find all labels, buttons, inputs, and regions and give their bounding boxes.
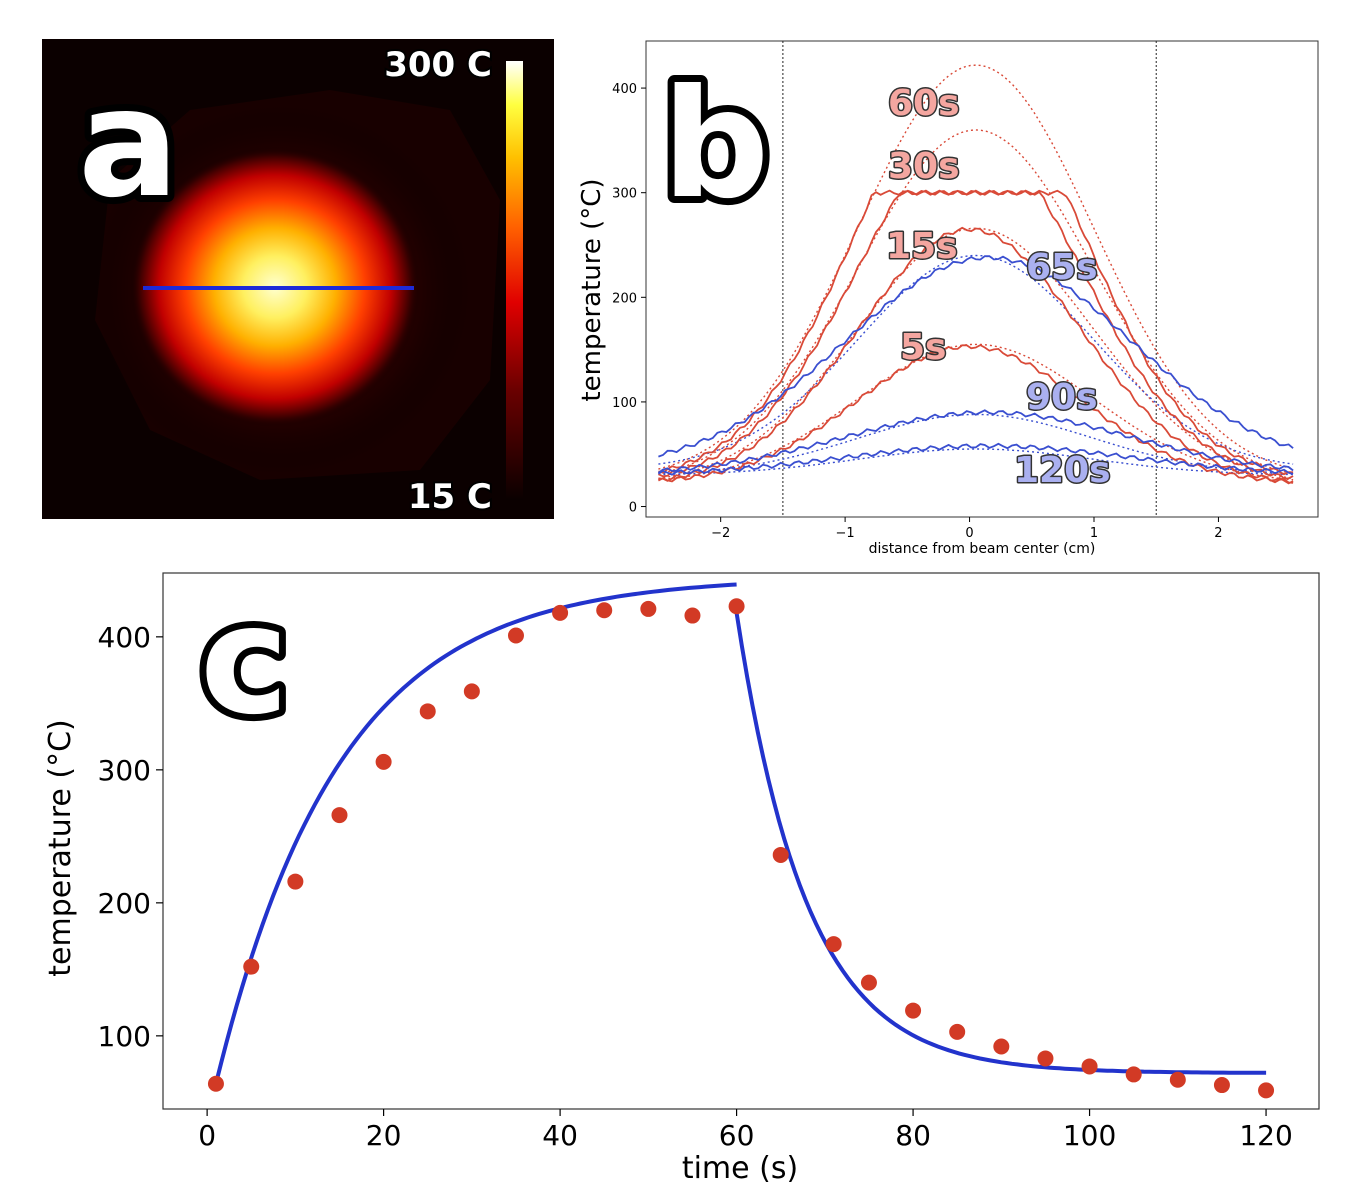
y-tick-label: 200 <box>98 887 151 920</box>
fit-curve-60s <box>658 64 1294 470</box>
data-point <box>331 807 348 824</box>
y-tick-label: 400 <box>612 82 637 97</box>
fit-curve-15s <box>658 227 1294 480</box>
data-point <box>507 627 524 644</box>
data-curve-60s <box>658 189 1294 476</box>
data-point <box>1213 1077 1230 1094</box>
data-curve-120s <box>657 442 1294 476</box>
data-point <box>1037 1050 1054 1067</box>
fit-curve-30s <box>658 129 1294 475</box>
heating-fit-line <box>213 582 737 1085</box>
data-point <box>287 873 304 890</box>
panel-b: −2 −1 0 1 2 0 100 200 300 400 60s 30s 15s 5s 65s 90s 12… <box>577 40 1319 557</box>
data-point <box>596 602 613 619</box>
data-curve-90s <box>657 409 1294 474</box>
panel-c: 0 20 40 60 80 100 120 100 200 300 400 time (s) tem… <box>43 567 1320 1186</box>
y-tick-label: 300 <box>612 187 637 202</box>
time-label-65s: 65s <box>1026 247 1098 288</box>
time-label-90s: 90s <box>1026 377 1098 418</box>
data-curve-15s <box>658 226 1294 485</box>
data-point <box>552 604 569 621</box>
data-point <box>825 936 842 953</box>
x-tick-label: 2 <box>1214 526 1222 541</box>
panel-c-plot-area <box>162 572 1320 1110</box>
data-point <box>1081 1058 1098 1075</box>
data-point <box>375 753 392 770</box>
fit-curve-5s <box>658 343 1294 481</box>
panel-c-points <box>207 598 1275 1099</box>
time-label-120s: 120s <box>1014 450 1111 491</box>
data-point <box>728 598 745 615</box>
y-tick-label: 100 <box>612 396 637 411</box>
data-point <box>207 1075 224 1092</box>
panel-c-ticks: 0 20 40 60 80 100 120 100 200 300 400 <box>98 621 1293 1152</box>
data-point <box>1169 1071 1186 1088</box>
x-tick-label: 60 <box>719 1119 755 1152</box>
time-label-5s: 5s <box>900 327 946 368</box>
x-tick-label: 20 <box>366 1119 402 1152</box>
y-tick-label: 200 <box>612 291 637 306</box>
x-tick-label: 1 <box>1090 526 1098 541</box>
panel-a: 300 C 15 C a <box>42 39 554 519</box>
time-label-15s: 15s <box>886 226 958 267</box>
data-point <box>949 1023 966 1040</box>
time-label-60s: 60s <box>888 83 960 124</box>
data-point <box>905 1002 922 1019</box>
data-point <box>772 846 789 863</box>
colorbar-min-label: 15 C <box>408 477 492 517</box>
panel-c-letter: c <box>200 574 289 748</box>
data-point <box>684 607 701 624</box>
data-curve-30s <box>658 189 1294 480</box>
x-tick-label: 100 <box>1063 1119 1116 1152</box>
data-point <box>860 974 877 991</box>
y-tick-label: 100 <box>98 1020 151 1053</box>
colorbar <box>506 61 523 500</box>
fit-curve-120s <box>658 448 1294 476</box>
panel-b-plot-area <box>645 40 1319 518</box>
x-tick-label: −2 <box>711 526 730 541</box>
data-point <box>640 600 657 617</box>
y-tick-label: 300 <box>98 754 151 787</box>
fit-curve-65s <box>658 254 1294 465</box>
panel-b-data-curves <box>657 189 1294 485</box>
x-tick-label: 40 <box>542 1119 578 1152</box>
panel-a-letter: a <box>78 57 179 231</box>
panel-b-time-labels: 60s 30s 15s 5s 65s 90s 120s <box>885 82 1113 493</box>
panel-b-x-axis-label: distance from beam center (cm) <box>869 541 1096 557</box>
x-tick-label: 0 <box>965 526 973 541</box>
panel-b-vlines <box>782 41 1157 517</box>
colorbar-max-label: 300 C <box>384 45 492 85</box>
data-point <box>463 683 480 700</box>
panel-c-y-axis-label: temperature (°C) <box>43 719 78 976</box>
panel-c-x-axis-label: time (s) <box>682 1151 798 1186</box>
data-point <box>419 703 436 720</box>
panel-b-y-axis-label: temperature (°C) <box>577 178 607 401</box>
panel-b-ticks: −2 −1 0 1 2 0 100 200 300 400 <box>612 82 1222 541</box>
panel-b-letter: b <box>662 58 769 232</box>
data-point <box>243 958 260 975</box>
x-tick-label: −1 <box>836 526 855 541</box>
data-point <box>1125 1066 1142 1083</box>
x-tick-label: 0 <box>198 1119 216 1152</box>
x-tick-label: 80 <box>895 1119 931 1152</box>
x-tick-label: 120 <box>1239 1119 1292 1152</box>
time-label-30s: 30s <box>888 146 960 187</box>
y-tick-label: 0 <box>629 501 637 516</box>
data-point <box>1258 1082 1275 1099</box>
data-curve-65s <box>658 255 1294 458</box>
data-point <box>993 1038 1010 1055</box>
y-tick-label: 400 <box>98 621 151 654</box>
